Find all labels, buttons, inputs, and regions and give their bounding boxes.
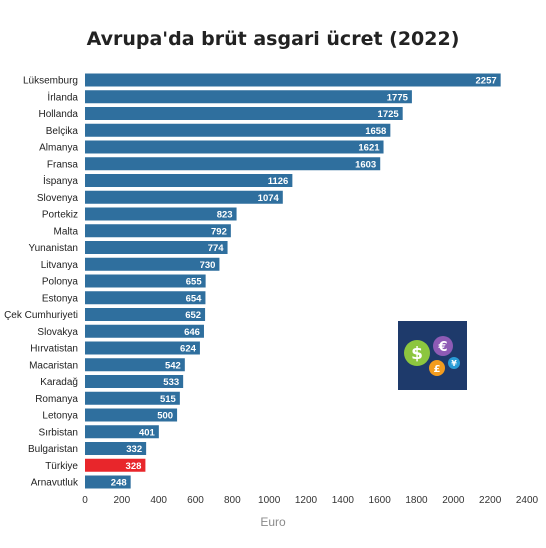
- data-label: 401: [139, 427, 156, 438]
- category-label: Romanya: [35, 394, 78, 405]
- bar: [85, 425, 159, 439]
- data-label: 823: [217, 210, 233, 221]
- data-label: 652: [185, 310, 201, 321]
- bar: [85, 274, 206, 288]
- bar: [85, 475, 131, 489]
- category-label: Portekiz: [42, 210, 78, 221]
- bar: [85, 375, 184, 388]
- data-label: 646: [184, 327, 200, 338]
- data-label: 332: [126, 444, 142, 455]
- bar: [85, 257, 220, 271]
- data-label: 515: [160, 394, 177, 405]
- bar: [85, 291, 206, 305]
- x-tick-label: 1200: [295, 495, 318, 506]
- category-label: Hollanda: [39, 109, 79, 120]
- bar: [85, 73, 501, 87]
- category-label: Letonya: [42, 411, 78, 422]
- bar: [85, 391, 180, 405]
- bar: [85, 90, 412, 104]
- svg-text:£: £: [434, 364, 441, 375]
- bar: [85, 358, 185, 372]
- data-label: 1603: [355, 159, 376, 170]
- currency-exchange-icon: $ € £ ¥: [398, 321, 467, 390]
- category-label: Türkiye: [45, 461, 78, 472]
- x-tick-label: 2000: [442, 495, 465, 506]
- x-tick-label: 1000: [258, 495, 281, 506]
- x-tick-label: 2400: [516, 495, 539, 506]
- svg-text:€: €: [437, 340, 447, 355]
- data-label: 328: [126, 461, 142, 472]
- x-tick-label: 2200: [479, 495, 502, 506]
- svg-text:$: $: [411, 344, 423, 364]
- x-tick-label: 1800: [405, 495, 428, 506]
- data-label: 624: [180, 344, 197, 355]
- category-label: Malta: [54, 226, 79, 237]
- category-label: Bulgaristan: [28, 444, 78, 455]
- data-label: 730: [200, 260, 216, 271]
- category-label: Hırvatistan: [30, 344, 78, 355]
- data-label: 533: [163, 377, 179, 388]
- data-label: 774: [208, 243, 225, 254]
- x-tick-label: 0: [82, 495, 88, 506]
- category-label: İrlanda: [47, 90, 78, 103]
- data-label: 500: [157, 411, 173, 422]
- data-label: 248: [111, 478, 127, 489]
- bar: [85, 341, 200, 355]
- bar: [85, 207, 237, 221]
- category-label: Slovakya: [37, 327, 78, 338]
- chart-title: Avrupa'da brüt asgari ücret (2022): [86, 28, 460, 50]
- data-label: 1725: [378, 109, 400, 120]
- bar: [85, 241, 228, 254]
- category-label: Belçika: [46, 126, 79, 137]
- data-label: 792: [211, 226, 227, 237]
- x-axis-label: Euro: [260, 515, 286, 529]
- data-label: 1775: [387, 92, 409, 103]
- bar: [85, 157, 381, 171]
- bar: [85, 174, 293, 187]
- category-label: Almanya: [39, 143, 78, 154]
- x-tick-label: 200: [113, 495, 130, 506]
- data-label: 654: [186, 293, 203, 304]
- bar: [85, 190, 283, 204]
- x-tick-label: 400: [150, 495, 167, 506]
- category-label: Karadağ: [40, 377, 78, 388]
- category-label: Çek Cumhuriyeti: [4, 310, 78, 321]
- bar: [85, 408, 178, 422]
- bar: [85, 442, 147, 455]
- x-tick-label: 1600: [369, 495, 392, 506]
- category-label: Estonya: [42, 293, 79, 304]
- category-label: İspanya: [43, 174, 78, 187]
- data-label: 1621: [358, 143, 380, 154]
- category-label: Slovenya: [37, 193, 79, 204]
- category-label: Sırbistan: [39, 427, 78, 438]
- category-label: Lüksemburg: [23, 76, 78, 87]
- bar: [85, 140, 384, 154]
- bar: [85, 458, 146, 472]
- data-label: 1074: [258, 193, 280, 204]
- category-label: Litvanya: [41, 260, 79, 271]
- bar: [85, 107, 403, 120]
- category-label: Yunanistan: [29, 243, 79, 254]
- x-tick-label: 600: [187, 495, 204, 506]
- svg-text:¥: ¥: [451, 359, 457, 368]
- category-label: Fransa: [47, 159, 79, 170]
- bar: [85, 308, 206, 321]
- bar: [85, 324, 204, 338]
- category-label: Macaristan: [29, 360, 78, 371]
- data-label: 655: [186, 277, 203, 288]
- bar: [85, 224, 231, 238]
- category-label: Arnavutluk: [31, 478, 79, 489]
- category-label: Polonya: [42, 277, 79, 288]
- bar: [85, 123, 391, 137]
- data-label: 2257: [476, 76, 497, 87]
- data-label: 1658: [365, 126, 386, 137]
- data-label: 1126: [268, 176, 289, 187]
- data-label: 542: [165, 360, 181, 371]
- x-tick-label: 1400: [332, 495, 355, 506]
- x-tick-label: 800: [224, 495, 241, 506]
